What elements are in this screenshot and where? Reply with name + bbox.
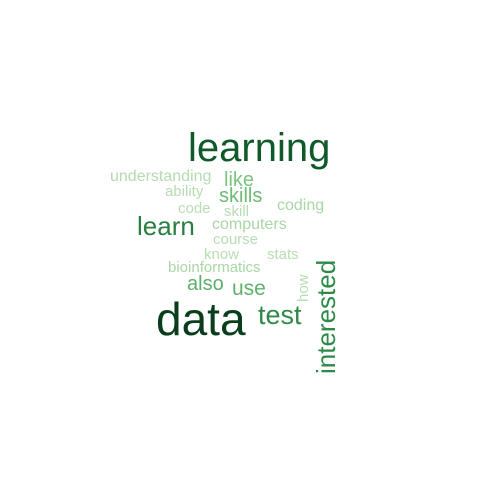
word-ability: ability: [165, 183, 204, 200]
word-understanding: understanding: [110, 168, 212, 185]
word-data: data: [156, 293, 246, 345]
word-computers: computers: [212, 216, 287, 233]
word-code: code: [178, 200, 211, 217]
word-bioinformatics: bioinformatics: [168, 259, 261, 276]
word-learn: learn: [137, 211, 195, 241]
word-know: know: [204, 246, 240, 263]
word-stats: stats: [267, 246, 299, 263]
word-coding: coding: [277, 197, 325, 214]
word-course: course: [213, 231, 259, 248]
word-interested: interested: [311, 259, 341, 374]
word-skill: skill: [224, 203, 249, 220]
word-like: like: [224, 169, 255, 191]
word-also: also: [187, 273, 224, 295]
word-test: test: [258, 300, 302, 330]
word-how: how: [295, 274, 312, 302]
word-use: use: [232, 277, 266, 300]
word-skills: skills: [219, 185, 263, 207]
word-learning: learning: [188, 126, 331, 170]
